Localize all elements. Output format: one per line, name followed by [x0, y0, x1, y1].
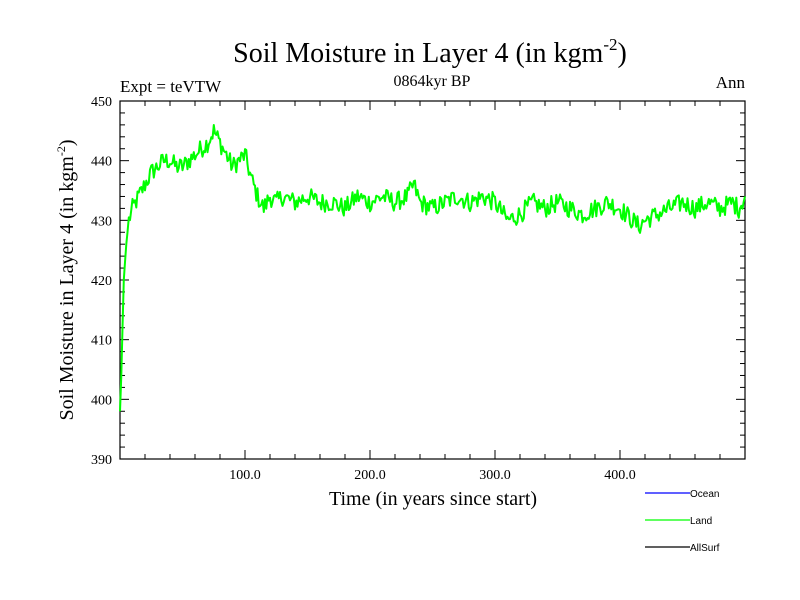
y-tick-label: 390: [91, 453, 112, 468]
y-tick-label: 400: [91, 393, 112, 408]
x-tick-label: 100.0: [229, 468, 261, 483]
season-label: Ann: [716, 73, 746, 92]
legend-label-allsurf: AllSurf: [690, 543, 720, 554]
y-tick-label: 410: [91, 334, 112, 349]
chart-title-sup: -2: [603, 35, 617, 54]
experiment-label: Expt = teVTW: [120, 77, 222, 96]
y-axis-ticks: [120, 100, 745, 460]
y-axis-tick-labels: 390 400 410 420 430 440 450: [91, 95, 112, 468]
legend-label-ocean: Ocean: [690, 489, 719, 500]
x-tick-label: 400.0: [604, 468, 636, 483]
y-axis-label-main: Soil Moisture in Layer 4 (in kgm: [56, 156, 78, 421]
y-axis-label-sup: -2: [54, 146, 68, 156]
y-axis-label-close: ): [56, 139, 78, 146]
chart-subtitle: 0864kyr BP: [394, 73, 471, 90]
y-axis-label: Soil Moisture in Layer 4 (in kgm-2): [54, 139, 78, 420]
x-tick-label: 200.0: [354, 468, 386, 483]
y-tick-label: 440: [91, 155, 112, 170]
chart-title-main: Soil Moisture in Layer 4 (in kgm: [233, 38, 603, 69]
x-tick-label: 300.0: [479, 468, 511, 483]
plot-frame: [119, 100, 746, 460]
legend: Ocean Land AllSurf: [645, 489, 720, 554]
legend-label-land: Land: [690, 516, 712, 527]
chart-title-close: ): [618, 38, 627, 69]
x-axis-label: Time (in years since start): [329, 488, 537, 510]
series-line-land: [119, 124, 746, 412]
y-tick-label: 420: [91, 274, 112, 289]
y-tick-label: 450: [91, 95, 112, 110]
y-tick-label: 430: [91, 214, 112, 229]
x-axis-ticks: [144, 101, 721, 459]
chart-title: Soil Moisture in Layer 4 (in kgm-2): [233, 35, 627, 69]
x-axis-tick-labels: 100.0 200.0 300.0 400.0: [229, 468, 636, 483]
